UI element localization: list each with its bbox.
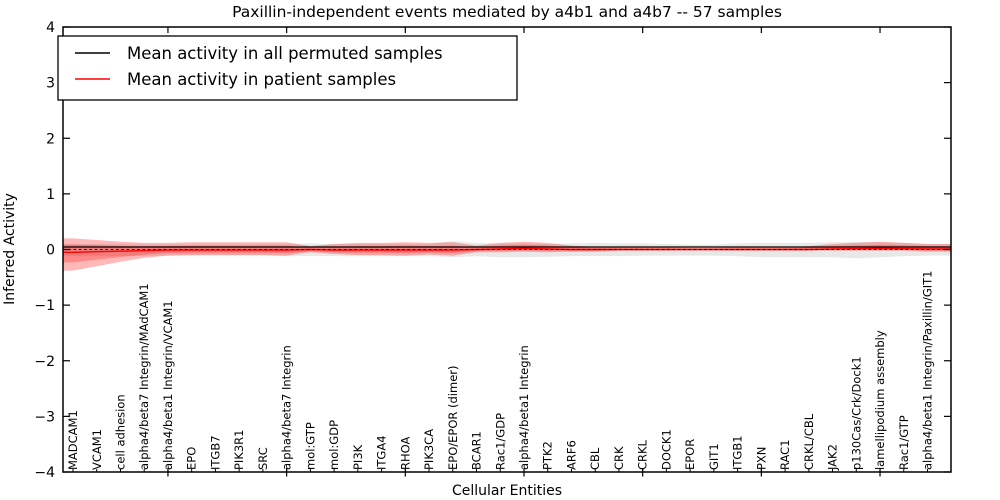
x-tick-label: mol:GDP <box>327 420 341 470</box>
x-tick-label: ARF6 <box>564 440 578 470</box>
x-tick-label: RHOA <box>398 437 412 470</box>
x-tick-label: alpha4/beta1 Integrin <box>517 345 531 470</box>
x-tick-label: lamellipodium assembly <box>873 330 887 470</box>
x-tick-label: RAC1 <box>778 439 792 470</box>
y-tick-label: 2 <box>46 131 55 147</box>
legend-label-permuted: Mean activity in all permuted samples <box>127 44 443 63</box>
legend-box <box>57 35 518 101</box>
y-tick-label: 0 <box>46 243 55 259</box>
y-tick-label: 1 <box>46 187 55 203</box>
x-tick-label: EPO <box>185 447 199 470</box>
x-tick-label: PIK3R1 <box>232 430 246 471</box>
x-tick-label: alpha4/beta1 Integrin/VCAM1 <box>161 300 175 470</box>
plot-border <box>62 26 952 473</box>
x-tick-label: CRKL/CBL <box>802 413 816 470</box>
x-tick-label: PXN <box>754 447 768 470</box>
y-tick-label: −1 <box>34 298 55 314</box>
x-tick-label: p130Cas/Crk/Dock1 <box>849 356 863 470</box>
x-tick-label: PTK2 <box>541 441 555 470</box>
x-tick-label: cell adhesion <box>113 394 127 470</box>
y-tick-label: 3 <box>46 76 55 92</box>
x-tick-label: ITGA4 <box>375 435 389 470</box>
x-tick-label: Rac1/GDP <box>493 413 507 470</box>
x-tick-label: EPO/EPOR (dimer) <box>446 366 460 471</box>
x-axis-label: Cellular Entities <box>452 483 562 499</box>
x-tick-label: SRC <box>256 447 270 470</box>
y-tick-label: −2 <box>34 354 55 370</box>
x-tick-label: alpha4/beta1 Integrin/Paxillin/GIT1 <box>921 271 935 470</box>
x-tick-label: VCAM1 <box>90 429 104 470</box>
x-tick-label: GIT1 <box>707 443 721 470</box>
x-tick-label: JAK2 <box>826 444 840 471</box>
y-tick-label: −3 <box>34 409 55 425</box>
x-tick-label: ITGB7 <box>208 435 222 470</box>
x-tick-label: CRKL <box>636 439 650 470</box>
plot-area: −4 −3 −2 −1 0 1 2 3 4 MADCAM1 VCAM1 cell adhesion al… <box>34 20 951 481</box>
x-tick-label: alpha4/beta7 Integrin <box>280 345 294 470</box>
y-tick-label: 4 <box>46 20 55 36</box>
permuted-std-band <box>63 241 951 259</box>
x-tick-label: DOCK1 <box>659 429 673 470</box>
x-tick-label: PIK3CA <box>422 429 436 470</box>
x-tick-label: EPOR <box>683 439 697 470</box>
legend-label-patient: Mean activity in patient samples <box>127 70 396 89</box>
legend: Mean activity in all permuted samples Me… <box>57 35 518 101</box>
x-tick-label: BCAR1 <box>470 431 484 470</box>
x-tick-label: alpha4/beta7 Integrin/MAdCAM1 <box>137 283 151 470</box>
x-tick-label: CBL <box>588 447 602 470</box>
x-tick-label: PI3K <box>351 444 365 470</box>
y-axis-label: Inferred Activity <box>2 193 18 305</box>
x-tick-label: CRK <box>612 446 626 470</box>
x-tick-label: mol:GTP <box>303 422 317 470</box>
y-tick-label: −4 <box>34 465 55 481</box>
chart-title: Paxillin-independent events mediated by … <box>232 3 782 21</box>
x-tick-label: Rac1/GTP <box>897 415 911 470</box>
x-tick-label: ITGB1 <box>731 435 745 470</box>
x-tick-label: MADCAM1 <box>66 410 80 470</box>
